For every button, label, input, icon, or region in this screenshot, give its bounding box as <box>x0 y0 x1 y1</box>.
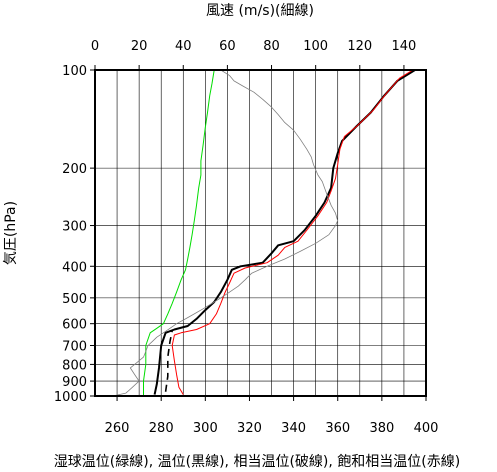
pressure-tick-label: 100 <box>62 64 87 79</box>
wind-tick-label: 120 <box>347 39 372 54</box>
pressure-tick-label: 900 <box>62 375 87 390</box>
wet-bulb-potential-temperature-line <box>143 69 215 396</box>
wind-tick-label: 100 <box>303 39 328 54</box>
pressure-tick-label: 600 <box>62 318 87 333</box>
temperature-tick-label: 380 <box>369 421 394 436</box>
wind-tick-label: 80 <box>263 39 280 54</box>
pressure-tick-label: 1000 <box>54 390 87 405</box>
temperature-tick-label: 320 <box>237 421 262 436</box>
pressure-tick-label: 300 <box>62 220 87 235</box>
pressure-tick-label: 700 <box>62 340 87 355</box>
equivalent-potential-temperature-line <box>164 330 173 392</box>
grid <box>90 65 427 401</box>
saturated-equivalent-potential-temperature-line <box>171 69 414 395</box>
pressure-tick-label: 200 <box>62 162 87 177</box>
pressure-tick-label: 800 <box>62 358 87 373</box>
potential-temperature-line <box>153 69 416 395</box>
wind-speed-line <box>112 69 339 397</box>
wind-speed-axis-title: 風速 (m/s)(細線) <box>206 3 314 19</box>
wind-tick-label: 0 <box>91 39 99 54</box>
temperature-tick-label: 340 <box>281 421 306 436</box>
temperature-tick-label: 260 <box>105 421 130 436</box>
wind-tick-label: 40 <box>175 39 192 54</box>
temperature-tick-label: 360 <box>325 421 350 436</box>
temperature-tick-label: 400 <box>414 421 439 436</box>
pressure-tick-label: 400 <box>62 260 87 275</box>
pressure-tick-label: 500 <box>62 292 87 307</box>
temperature-tick-label: 280 <box>149 421 174 436</box>
series-lines <box>112 69 416 397</box>
temperature-axis-title: 湿球温位(緑線), 温位(黒線), 相当温位(破線), 飽和相当温位(赤線) <box>54 453 460 470</box>
wind-tick-label: 20 <box>131 39 148 54</box>
wind-tick-label: 60 <box>219 39 236 54</box>
plot-frame <box>94 69 427 397</box>
wind-tick-label: 140 <box>392 39 417 54</box>
pressure-axis-title: 気圧(hPa) <box>3 201 19 265</box>
temperature-tick-label: 300 <box>193 421 218 436</box>
